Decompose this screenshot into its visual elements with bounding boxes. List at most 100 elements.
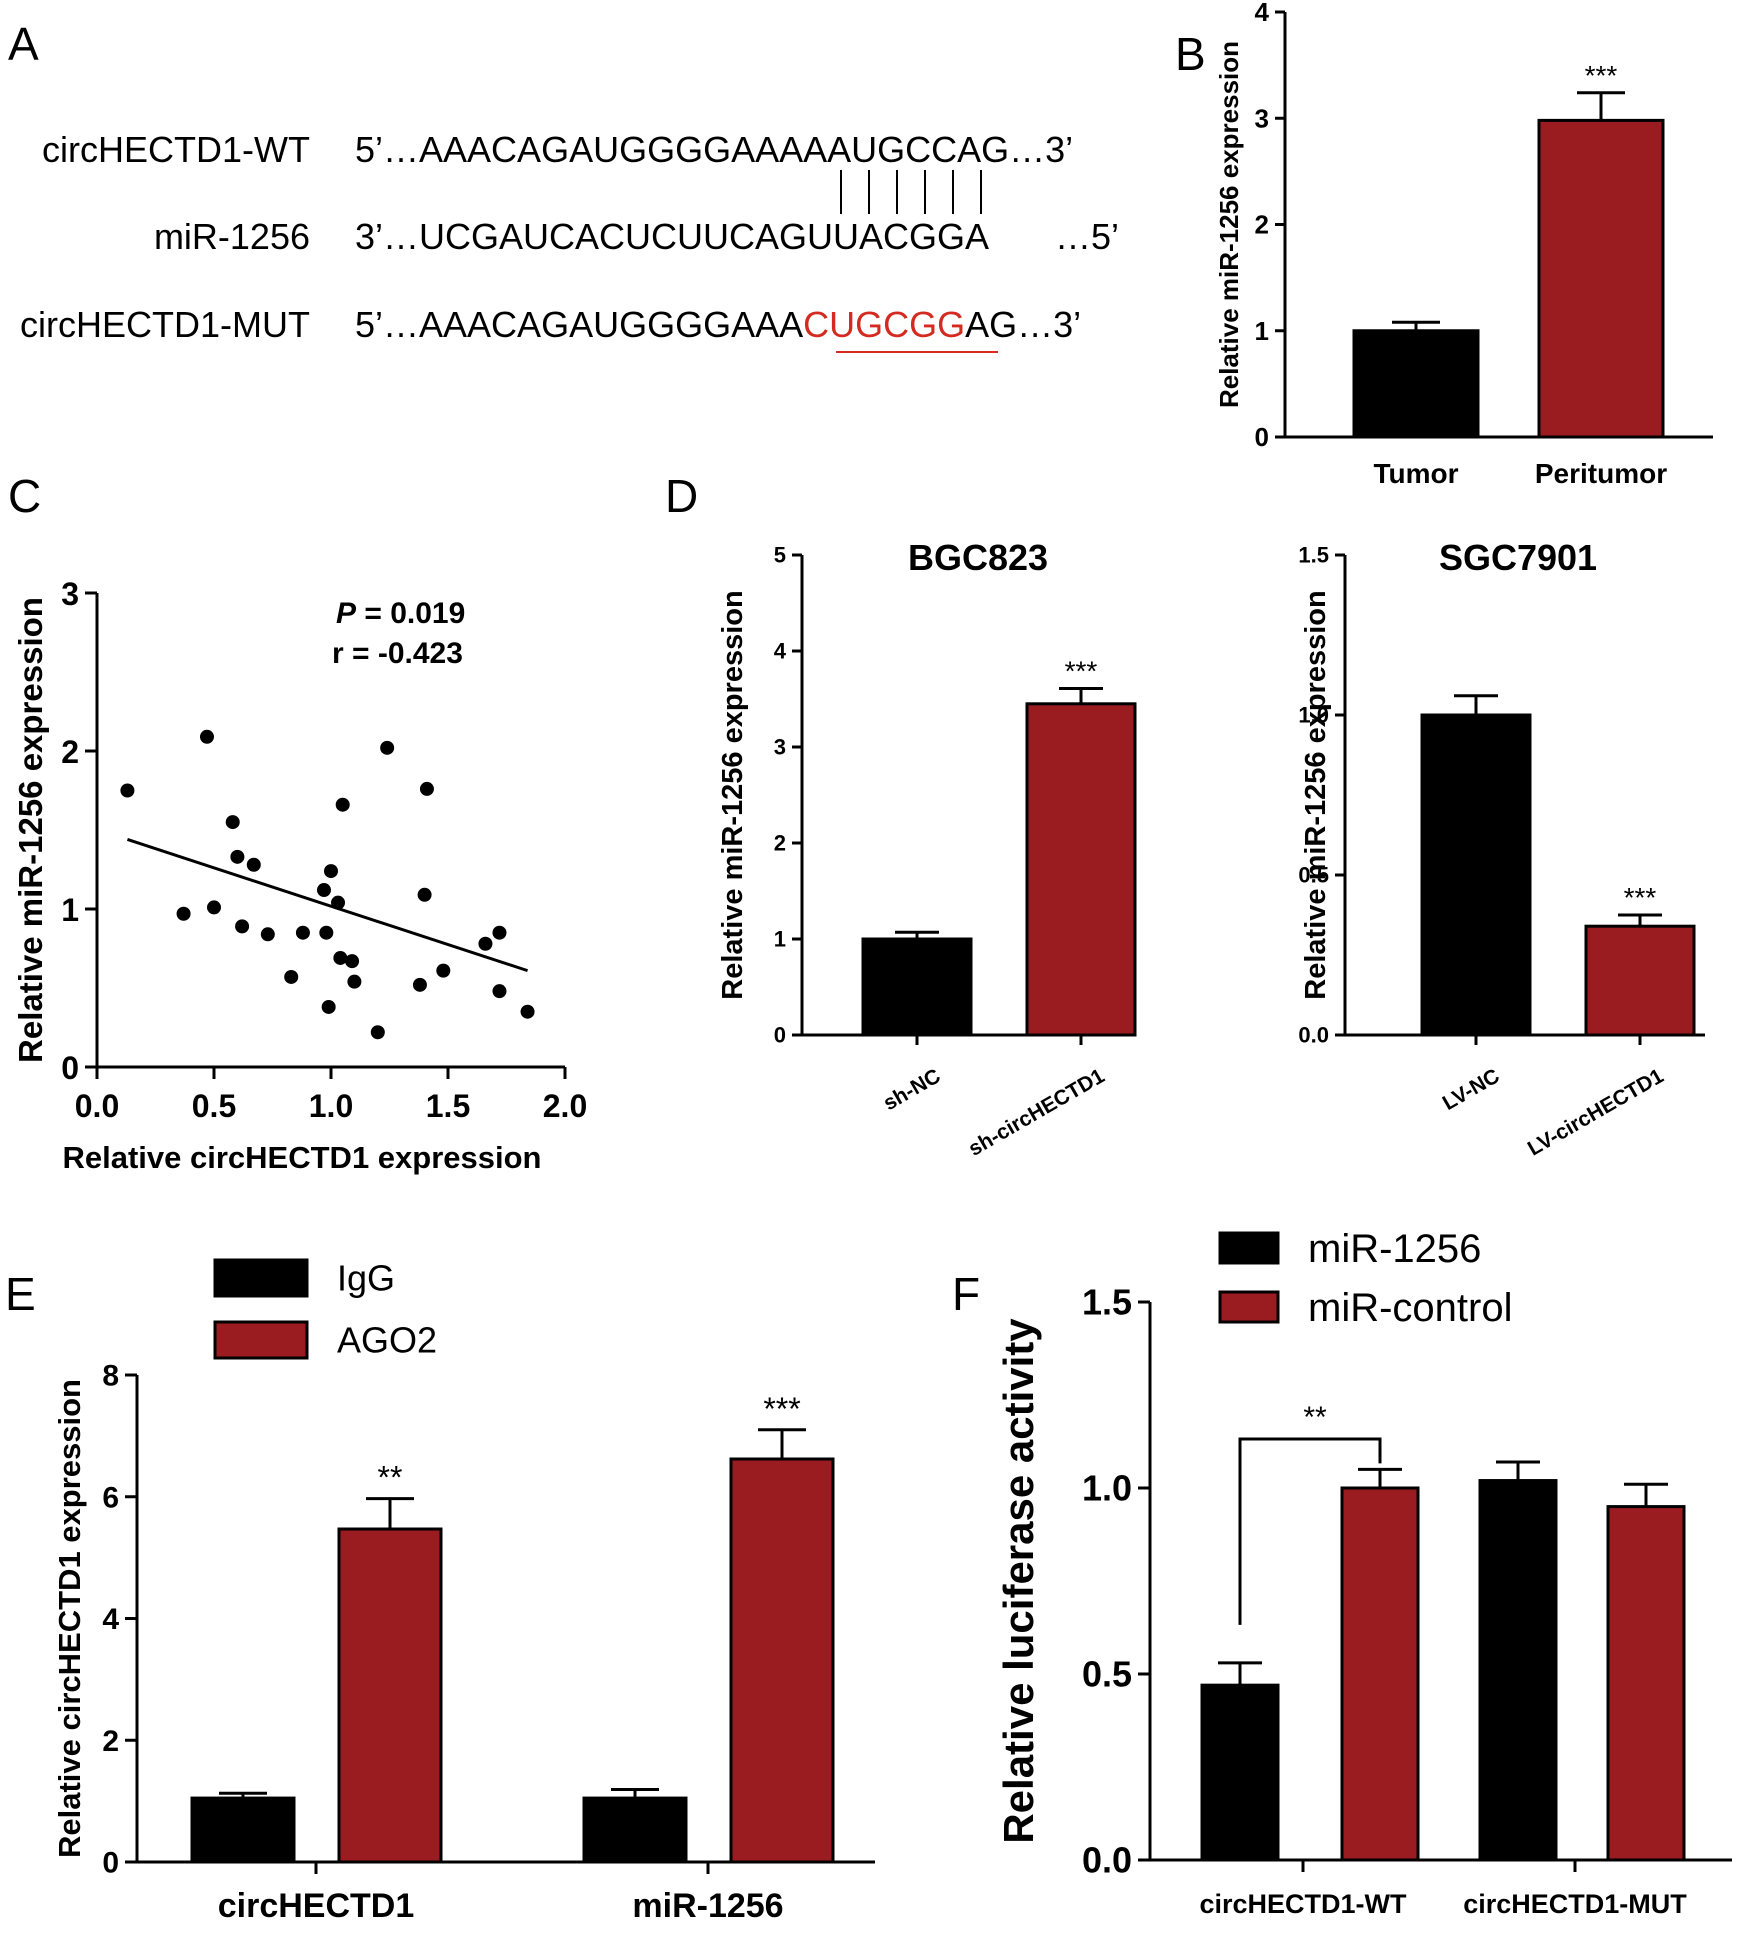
scatter-point — [235, 919, 250, 934]
x-tick-label: 0.5 — [192, 1088, 236, 1124]
chart-d-sgc7901: 0.0 0.5 1.0 1.5 LV-NC *** LV-circHECTD1 SGC7901… — [1298, 537, 1705, 1161]
x-tick-label: sh-circHECTD1 — [965, 1064, 1109, 1161]
legend-label: miR-control — [1308, 1286, 1512, 1330]
sequence-mut: 5’…AAACAGAUGGGGAAACUGCGGAG…3’ — [355, 304, 1081, 345]
scatter-point — [520, 1004, 535, 1019]
panel-a: A circHECTD1-WT 5’…AAACAGAUGGGGAAAAAUGCC… — [8, 18, 1119, 353]
bar-tumor — [1352, 329, 1480, 439]
bar-igg — [190, 1796, 296, 1864]
y-axis-title: Relative miR-1256 expression — [1214, 41, 1244, 408]
y-axis-title: Relative miR-1256 expression — [1300, 590, 1332, 999]
significance-label: ** — [1303, 1401, 1327, 1434]
row-label-mirna: miR-1256 — [154, 216, 310, 257]
sequence-mirna-end: …5’ — [1055, 216, 1119, 257]
scatter-point — [321, 999, 336, 1014]
scatter-point — [370, 1025, 385, 1040]
bar-mir-control — [1606, 1505, 1686, 1862]
y-tick-label: 3 — [1255, 103, 1269, 133]
scatter-point — [380, 740, 395, 755]
x-tick-label: 2.0 — [543, 1088, 587, 1124]
x-tick-label: 1.0 — [309, 1088, 353, 1124]
y-tick-label: 1.5 — [1082, 1282, 1132, 1323]
scatter-point — [417, 887, 432, 902]
x-tick-label: 0.0 — [75, 1088, 119, 1124]
y-tick-label: 3 — [774, 735, 786, 760]
chart-c: 0 1 2 3 0.0 0.5 1.0 1.5 2.0 P = 0.019 r = -0.423 Re… — [12, 576, 587, 1175]
p-value-annotation: P = 0.019 — [336, 597, 465, 630]
scatter-point — [295, 925, 310, 940]
y-axis-title: Relative miR-1256 expression — [12, 597, 49, 1063]
scatter-point — [260, 927, 275, 942]
bar-mir-1256 — [1478, 1479, 1558, 1862]
legend-swatch-igg — [213, 1258, 309, 1298]
y-tick-label: 1.0 — [1298, 703, 1329, 728]
y-axis-title: Relative miR-1256 expression — [717, 590, 749, 999]
r-value-annotation: r = -0.423 — [332, 637, 463, 670]
scatter-point — [230, 849, 245, 864]
y-tick-label: 0 — [774, 1023, 786, 1048]
y-tick-label: 2 — [1255, 210, 1269, 240]
y-tick-label: 6 — [102, 1481, 119, 1514]
scatter-point — [335, 797, 350, 812]
y-axis-title: Relative circHECTD1 expression — [52, 1379, 87, 1858]
legend-label: AGO2 — [337, 1320, 437, 1361]
x-tick-label: circHECTD1-MUT — [1463, 1889, 1687, 1919]
y-tick-label: 0.5 — [1082, 1654, 1132, 1695]
legend-label: IgG — [337, 1258, 395, 1299]
chart-b: 0 1 2 3 4 Tumor *** Peritumor Relative miR-1256 … — [1214, 0, 1713, 489]
y-tick-label: 0 — [1255, 422, 1269, 452]
chart-e: 0 2 4 6 8 circHECTD1 miR-1256 Relative circHECT… — [52, 1258, 875, 1925]
bar-peritumor — [1537, 118, 1665, 439]
y-tick-label: 1 — [774, 927, 786, 952]
y-tick-label: 2 — [102, 1725, 119, 1758]
significance-label: *** — [763, 1391, 800, 1427]
legend-swatch-ago2 — [213, 1320, 309, 1360]
scatter-point — [492, 984, 507, 999]
y-tick-label: 4 — [102, 1603, 119, 1636]
y-tick-label: 1.0 — [1082, 1468, 1132, 1509]
y-tick-label: 1.5 — [1298, 543, 1329, 568]
y-tick-label: 4 — [1255, 0, 1270, 27]
scatter-point — [436, 963, 451, 978]
significance-label: *** — [1585, 60, 1618, 91]
sequence-mut-prefix: 5’…AAACAGAUGGGGAAA — [355, 304, 803, 345]
scatter-point — [333, 950, 348, 965]
y-tick-label: 5 — [774, 543, 786, 568]
legend-swatch-mir-control — [1218, 1290, 1280, 1324]
sequence-wt: 5’…AAACAGAUGGGGAAAAAUGCCAG…3’ — [355, 129, 1073, 170]
bar-igg — [582, 1796, 688, 1864]
bar-sh-nc — [861, 937, 973, 1037]
significance-label: *** — [1065, 655, 1098, 686]
y-tick-label: 1 — [61, 892, 79, 928]
scatter-point — [225, 815, 240, 830]
y-tick-label: 0.0 — [1298, 1023, 1329, 1048]
y-tick-label: 0 — [61, 1050, 79, 1086]
scatter-point — [347, 974, 362, 989]
scatter-point — [207, 900, 221, 915]
bar-lv-circhectd1 — [1584, 924, 1696, 1037]
sequence-mut-highlight: CUGCGG — [803, 304, 965, 345]
scatter-point — [345, 954, 360, 969]
panel-label-f: F — [952, 1268, 980, 1320]
x-tick-label: Tumor — [1373, 458, 1458, 489]
y-tick-label: 4 — [774, 639, 787, 664]
scatter-point — [319, 925, 334, 940]
chart-f: 0.0 0.5 1.0 1.5 circHECTD1-WT circHECTD1-MUT R… — [995, 1227, 1732, 1919]
y-tick-label: 0 — [102, 1847, 119, 1880]
scatter-point — [199, 729, 214, 744]
scatter-point — [492, 925, 507, 940]
x-tick-label: circHECTD1-WT — [1199, 1889, 1407, 1919]
x-tick-label: circHECTD1 — [218, 1887, 415, 1925]
sequence-mirna: 3’…UCGAUCACUCUUCAGUUACGGA — [355, 216, 989, 257]
panel-label-c: C — [8, 470, 41, 522]
sequence-mut-suffix: AG…3’ — [965, 304, 1081, 345]
x-tick-label: Peritumor — [1535, 458, 1667, 489]
panel-label-d: D — [665, 470, 698, 522]
scatter-point — [284, 969, 299, 984]
scatter-point — [419, 781, 434, 796]
bar-mir-control — [1340, 1486, 1420, 1862]
scatter-point — [120, 783, 135, 798]
y-tick-label: 1 — [1255, 316, 1269, 346]
panel-label-e: E — [5, 1268, 36, 1320]
row-label-wt: circHECTD1-WT — [42, 129, 310, 170]
